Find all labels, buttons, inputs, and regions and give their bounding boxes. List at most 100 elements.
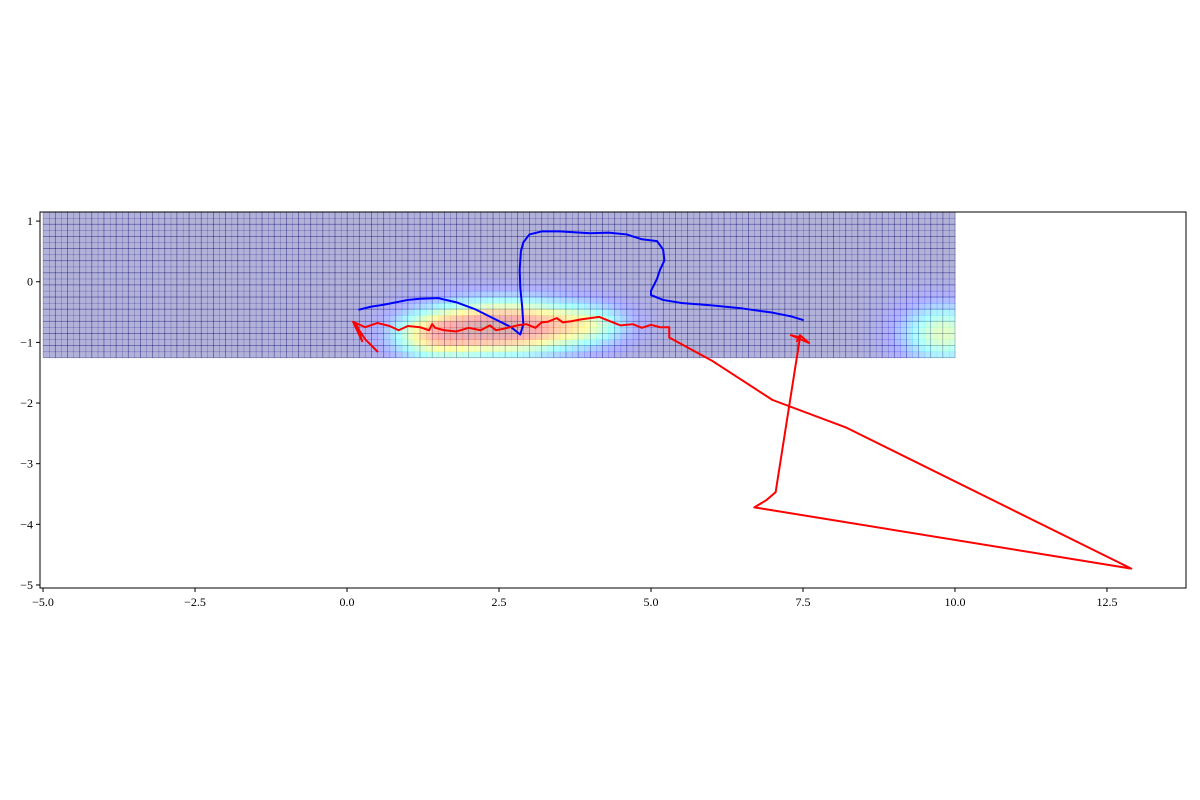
heatmap-cell — [730, 248, 737, 256]
heatmap-cell — [499, 230, 506, 237]
heatmap-cell — [730, 266, 737, 274]
heatmap-cell — [809, 218, 816, 225]
heatmap-cell — [298, 224, 306, 231]
heatmap-cell — [912, 327, 920, 334]
heatmap-cell — [170, 339, 178, 347]
heatmap-cell — [292, 290, 299, 298]
heatmap-cell — [438, 272, 445, 280]
heatmap-cell — [669, 351, 676, 359]
heatmap-cell — [122, 278, 129, 286]
heatmap-cell — [280, 260, 287, 268]
heatmap-cell — [644, 309, 652, 316]
heatmap-cell — [237, 212, 245, 219]
heatmap-cell — [322, 272, 330, 280]
heatmap-cell — [334, 272, 342, 280]
heatmap-cell — [559, 302, 567, 310]
heatmap-cell — [371, 309, 379, 316]
heatmap-cell — [894, 327, 901, 334]
heatmap-cell — [559, 272, 567, 280]
heatmap-cell — [584, 278, 591, 286]
heatmap-cell — [790, 254, 798, 262]
heatmap-cell — [578, 302, 585, 310]
heatmap-cell — [784, 212, 792, 219]
heatmap-cell — [61, 345, 68, 353]
heatmap-cell — [444, 309, 451, 316]
heatmap-cell — [292, 254, 299, 262]
heatmap-cell — [340, 260, 348, 268]
heatmap-cell — [365, 266, 372, 274]
heatmap-cell — [438, 296, 445, 304]
heatmap-cell — [480, 321, 488, 328]
heatmap-cell — [851, 339, 859, 347]
heatmap-cell — [815, 327, 822, 334]
heatmap-cell — [626, 284, 634, 292]
heatmap-cell — [918, 290, 926, 298]
heatmap-cell — [809, 302, 816, 310]
heatmap-cell — [310, 315, 318, 322]
heatmap-cell — [292, 345, 299, 353]
heatmap-cell — [67, 302, 75, 310]
heatmap-cell — [857, 290, 865, 298]
heatmap-cell — [49, 327, 56, 334]
heatmap-cell — [219, 242, 227, 249]
heatmap-cell — [255, 236, 263, 243]
heatmap-cell — [936, 321, 944, 328]
heatmap-cell — [857, 309, 865, 316]
heatmap-cell — [936, 230, 944, 237]
heatmap-cell — [511, 315, 518, 322]
heatmap-cell — [845, 284, 853, 292]
heatmap-cell — [201, 345, 208, 353]
heatmap-cell — [590, 290, 597, 298]
heatmap-cell — [723, 333, 731, 340]
heatmap-cell — [821, 315, 828, 322]
heatmap-cell — [170, 224, 178, 231]
heatmap-cell — [79, 327, 87, 334]
heatmap-cell — [383, 327, 391, 334]
heatmap-cell — [723, 296, 731, 304]
heatmap-cell — [863, 236, 871, 243]
heatmap-cell — [462, 266, 470, 274]
heatmap-cell — [474, 236, 482, 243]
heatmap-cell — [109, 248, 117, 256]
heatmap-cell — [377, 327, 385, 334]
heatmap-cell — [505, 339, 512, 347]
heatmap-cell — [310, 260, 318, 268]
heatmap-cell — [669, 218, 676, 225]
heatmap-cell — [261, 212, 269, 219]
heatmap-cell — [699, 260, 707, 268]
heatmap-cell — [693, 212, 701, 219]
series-layer — [352, 230, 1133, 570]
heatmap-cell — [809, 339, 816, 347]
heatmap-cell — [298, 321, 306, 328]
heatmap-cell — [444, 260, 451, 268]
heatmap-cell — [128, 290, 135, 298]
heatmap-cell — [316, 218, 324, 225]
heatmap-cell — [365, 236, 372, 243]
heatmap-cell — [61, 224, 68, 231]
heatmap-cell — [359, 315, 366, 322]
heatmap-cell — [359, 345, 366, 353]
heatmap-cell — [55, 230, 62, 237]
heatmap-cell — [632, 278, 640, 286]
heatmap-cell — [109, 296, 117, 304]
heatmap-cell — [91, 278, 99, 286]
heatmap-cell — [292, 321, 299, 328]
heatmap-cell — [663, 230, 670, 237]
heatmap-cell — [930, 236, 938, 243]
heatmap-cell — [863, 218, 871, 225]
heatmap-cell — [754, 327, 762, 334]
heatmap-cell — [267, 230, 275, 237]
heatmap-cell — [426, 278, 433, 286]
heatmap-cell — [535, 290, 543, 298]
heatmap-cell — [419, 290, 427, 298]
heatmap-cell — [79, 224, 87, 231]
heatmap-cell — [292, 230, 299, 237]
heatmap-cell — [882, 230, 889, 237]
heatmap-cell — [565, 296, 573, 304]
heatmap-cell — [328, 321, 336, 328]
heatmap-cell — [693, 296, 701, 304]
heatmap-cell — [845, 218, 853, 225]
heatmap-cell — [626, 260, 634, 268]
heatmap-cell — [730, 218, 737, 225]
heatmap-cell — [547, 266, 555, 274]
